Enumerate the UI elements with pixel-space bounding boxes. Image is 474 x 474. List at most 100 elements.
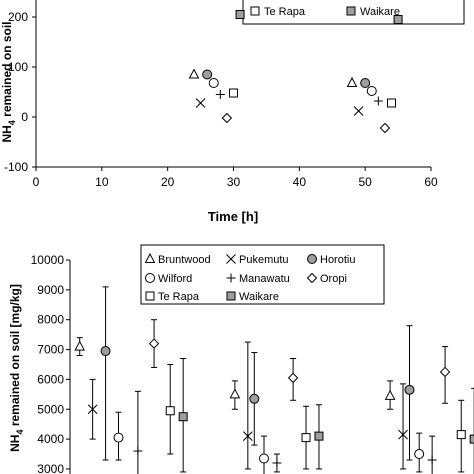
error-bar-waikare — [471, 387, 474, 474]
top-point-wilford — [366, 86, 377, 96]
top-point-manawatu — [215, 90, 225, 99]
bottom-point-pukemutu — [87, 404, 98, 415]
top-y-tick-label: 200 — [8, 10, 28, 24]
bottom-point-pukemutu — [242, 431, 253, 441]
bottom-point-horotiu — [404, 384, 415, 395]
oropi-legend-label: Oropi — [320, 273, 347, 285]
bottom-point-te-rapa — [165, 406, 175, 416]
waikare-legend-marker — [226, 291, 236, 301]
te-rapa-legend-label: Te Rapa — [158, 291, 200, 303]
top-x-tick-label: 60 — [424, 175, 438, 189]
top-x-tick-label: 0 — [33, 175, 40, 189]
bottom-y-tick-label: 7000 — [37, 343, 64, 357]
top-y-axis-label: NH4 remained on soil — [0, 21, 17, 142]
bottom-ticks: 10000 9000 8000 7000 6000 5000 4000 3000 — [31, 253, 70, 474]
bottom-point-manawatu — [427, 455, 437, 465]
top-legend-item-waikare: Waikare — [346, 6, 400, 18]
bottom-point-bruntwood — [229, 388, 241, 399]
bottom-point-te-rapa — [301, 433, 311, 443]
error-bar-manawatu — [134, 390, 141, 474]
waikare-legend-label: Waikare — [360, 6, 400, 18]
waikare-legend-label: Waikare — [239, 291, 279, 303]
horotiu-legend-label: Horotiu — [320, 254, 355, 266]
manawatu-legend-marker — [226, 273, 236, 283]
bruntwood-legend-marker — [144, 252, 156, 263]
bottom-point-waikare — [469, 434, 474, 444]
bottom-legend-items: Bruntwood Pukemutu Horotiu Wilford Manawatu O… — [144, 252, 355, 303]
top-y-tick-label: 0 — [21, 110, 28, 124]
bottom-point-oropi — [287, 372, 299, 384]
top-y-tick-label: 100 — [8, 60, 28, 74]
legend-item-bruntwood: Bruntwood — [144, 252, 211, 266]
top-y-tick-label: -100 — [4, 160, 28, 174]
error-bar-manawatu — [429, 435, 436, 474]
te-rapa-legend-marker — [145, 291, 155, 301]
bottom-y-tick-label: 6000 — [37, 372, 64, 386]
legend-item-oropi: Oropi — [306, 272, 347, 285]
oropi-legend-marker — [306, 272, 318, 284]
top-point-waikare — [393, 15, 403, 24]
bottom-data-points — [74, 286, 474, 474]
top-point-pukemutu — [195, 98, 206, 108]
bottom-y-label-main: NH — [8, 435, 22, 452]
te-rapa-legend-label: Te Rapa — [264, 6, 306, 18]
horotiu-legend-marker — [307, 254, 317, 264]
bottom-point-bruntwood — [384, 389, 396, 400]
top-x-tick-label: 40 — [293, 175, 307, 189]
bruntwood-legend-label: Bruntwood — [158, 254, 211, 266]
bottom-point-bruntwood — [74, 340, 86, 351]
te-rapa-legend-marker — [250, 6, 260, 16]
top-x-tick-label: 50 — [358, 175, 372, 189]
bottom-point-te-rapa — [456, 430, 466, 440]
legend-item-wilford: Wilford — [145, 273, 192, 285]
top-y-label-main: NH — [0, 125, 14, 142]
top-x-tick-label: 30 — [227, 175, 241, 189]
top-data-points — [188, 10, 403, 134]
bottom-y-tick-label: 3000 — [37, 462, 64, 474]
legend-item-pukemutu: Pukemutu — [226, 254, 289, 266]
top-point-horotiu — [202, 69, 213, 80]
wilford-legend-label: Wilford — [158, 273, 192, 285]
bottom-point-pukemutu — [398, 429, 408, 440]
wilford-legend-marker — [145, 273, 155, 283]
bottom-point-horotiu — [100, 346, 111, 357]
pukemutu-legend-marker — [226, 254, 236, 264]
top-legend-item-te-rapa: Te Rapa — [250, 6, 306, 18]
top-y-label-rest: remained on soil — [0, 21, 14, 120]
bottom-chart: 10000 9000 8000 7000 6000 5000 4000 3000 Bruntw… — [8, 244, 474, 474]
pukemutu-legend-label: Pukemutu — [239, 254, 289, 266]
top-y-label-sub: 4 — [7, 120, 17, 125]
top-point-manawatu — [373, 96, 383, 106]
waikare-legend-marker — [346, 6, 356, 16]
bottom-point-waikare — [314, 431, 324, 441]
top-point-wilford — [208, 78, 219, 88]
legend-item-waikare: Waikare — [226, 291, 279, 303]
bottom-y-tick-label: 5000 — [37, 402, 64, 416]
legend-item-horotiu: Horotiu — [307, 254, 355, 266]
bottom-point-wilford — [259, 453, 269, 464]
bottom-point-waikare — [178, 412, 188, 422]
manawatu-legend-label: Manawatu — [239, 273, 290, 285]
bottom-point-oropi — [148, 338, 160, 349]
top-point-horotiu — [360, 78, 371, 88]
legend-item-te-rapa: Te Rapa — [145, 291, 200, 303]
bottom-point-wilford — [113, 432, 124, 443]
error-bar-pukemutu — [244, 341, 251, 470]
top-point-pukemutu — [353, 106, 364, 116]
bottom-y-label-sub: 4 — [15, 430, 25, 435]
bottom-y-tick-label: 4000 — [37, 432, 64, 446]
top-legend: Te Rapa Waikare — [242, 0, 465, 25]
bottom-y-tick-label: 9000 — [37, 283, 64, 297]
top-x-tick-label: 10 — [95, 175, 109, 189]
bottom-point-horotiu — [249, 393, 260, 404]
bottom-y-axis-label: NH4 remained on soil [mg/kg] — [8, 284, 25, 452]
top-point-te-rapa — [387, 98, 396, 108]
legend-item-manawatu: Manawatu — [226, 273, 290, 285]
top-x-axis-label: Time [h] — [208, 209, 258, 224]
top-point-oropi — [221, 112, 233, 124]
bottom-y-label-rest: remained on soil [mg/kg] — [8, 284, 22, 429]
top-point-te-rapa — [229, 88, 238, 98]
top-point-bruntwood — [346, 76, 358, 87]
